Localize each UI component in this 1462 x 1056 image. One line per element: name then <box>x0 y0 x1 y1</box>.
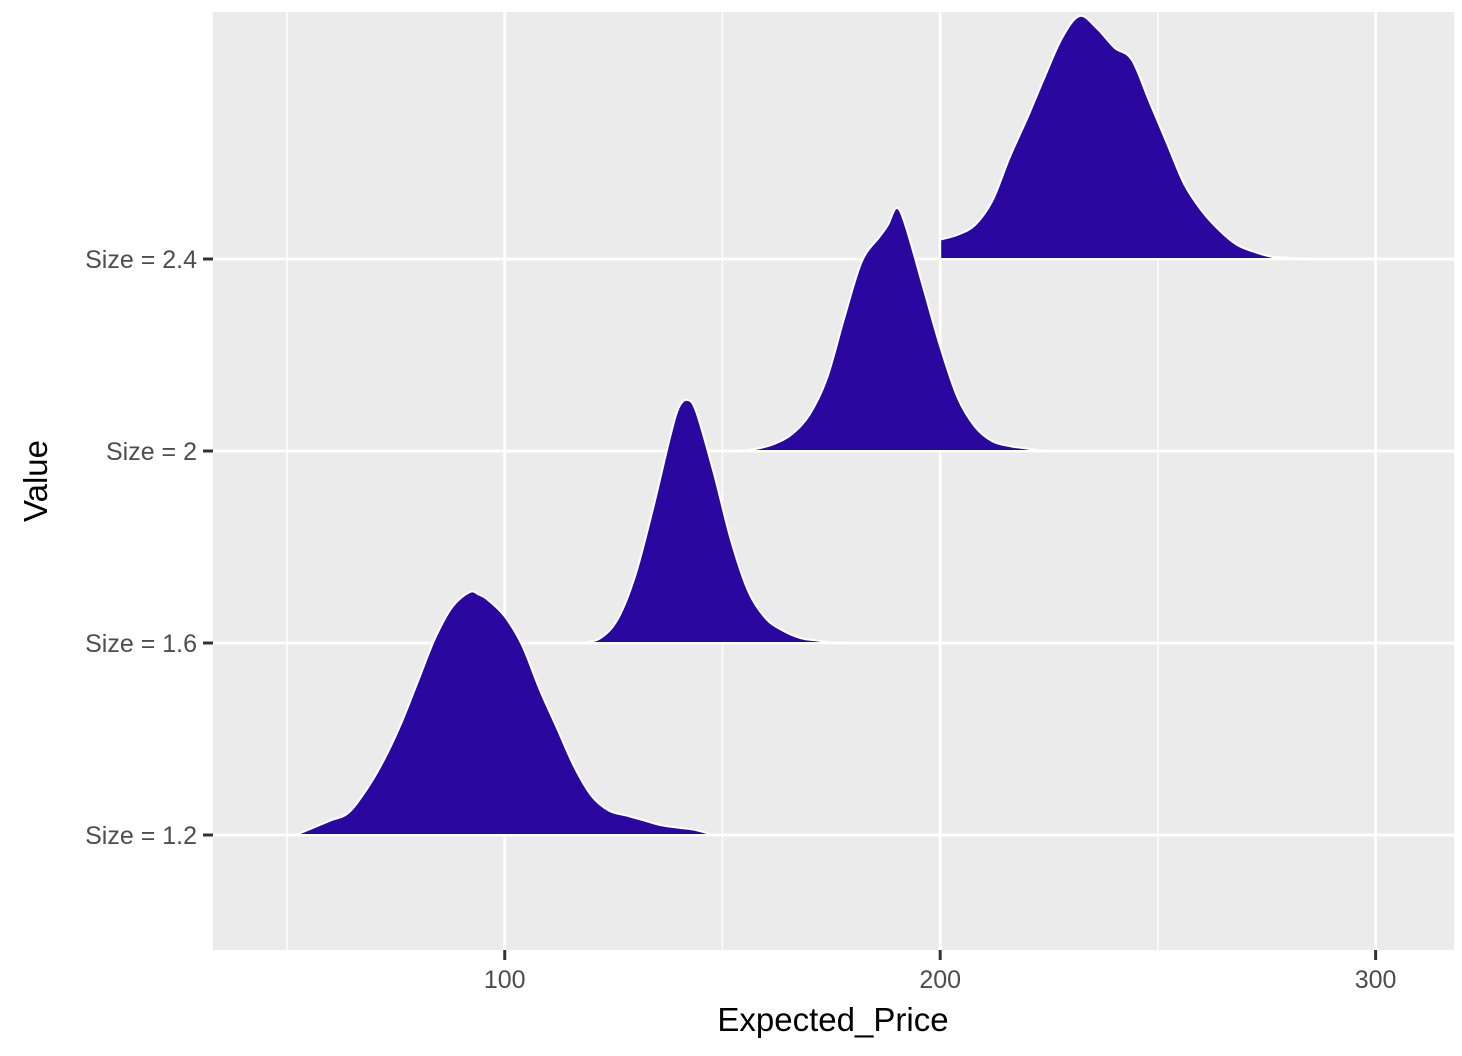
density-ridge-size-1-2 <box>295 590 715 836</box>
x-axis: 100 200 300 <box>484 950 1397 994</box>
density-ridges <box>295 14 1315 836</box>
x-axis-title: Expected_Price <box>717 1001 948 1038</box>
y-tick-label: Size = 2 <box>106 438 197 466</box>
y-tick-label: Size = 2.4 <box>85 246 197 274</box>
y-axis: Size = 1.2 Size = 1.6 Size = 2 Size = 2.4 <box>85 246 213 850</box>
y-tick-label: Size = 1.2 <box>85 822 197 850</box>
y-axis-title: Value <box>17 440 54 522</box>
x-tick-label: 200 <box>919 966 961 994</box>
density-ridge-size-2-4 <box>939 14 1315 260</box>
y-tick-label: Size = 1.6 <box>85 630 197 658</box>
density-ridge-size-2 <box>739 206 1054 453</box>
x-tick-label: 100 <box>484 966 526 994</box>
density-ridge-size-1-6 <box>582 398 854 645</box>
x-tick-label: 300 <box>1355 966 1397 994</box>
